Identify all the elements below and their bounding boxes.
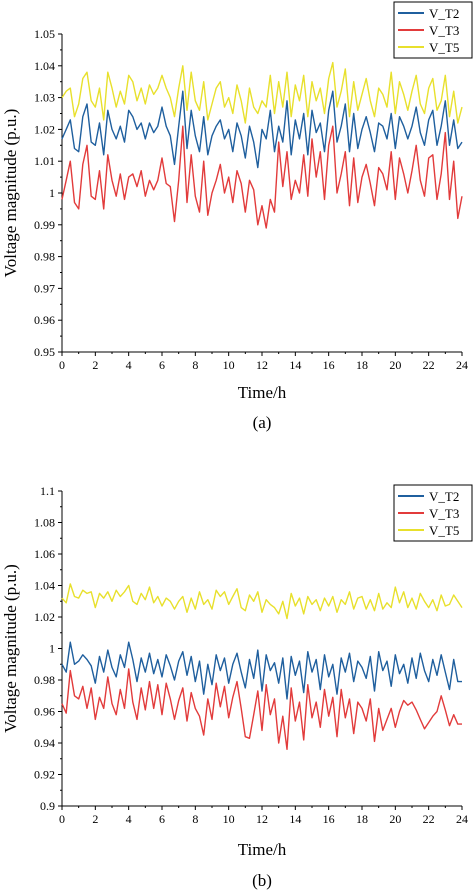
chart-0-x-tick-label: 22 <box>423 358 435 372</box>
chart-0-legend-label: V_T2 <box>429 6 459 21</box>
chart-0-legend-label: V_T5 <box>429 40 459 55</box>
chart-1-y-tick-label: 0.96 <box>34 705 55 719</box>
chart-1-x-tick-label: 2 <box>92 812 98 826</box>
chart-0-x-tick-label: 18 <box>356 358 368 372</box>
chart-0-x-tick-label: 10 <box>223 358 235 372</box>
chart-1-y-tick-label: 0.98 <box>34 673 55 687</box>
chart-0-x-tick-label: 8 <box>192 358 198 372</box>
chart-0-y-tick-label: 0.95 <box>34 345 55 359</box>
chart-1-x-tick-label: 12 <box>256 812 268 826</box>
chart-1-y-axis-label: Voltage magnitude (p.u.) <box>1 564 20 733</box>
chart-0-y-tick-label: 0.99 <box>34 218 55 232</box>
chart-0-y-tick-label: 1 <box>49 186 55 200</box>
chart-1-x-tick-label: 22 <box>423 812 435 826</box>
chart-1-x-tick-label: 8 <box>192 812 198 826</box>
chart-0-y-tick-label: 0.98 <box>34 250 55 264</box>
chart-1-x-axis-label: Time/h <box>238 840 287 859</box>
chart-0-x-tick-label: 0 <box>59 358 65 372</box>
chart-1-x-tick-label: 4 <box>126 812 132 826</box>
chart-0-x-tick-label: 4 <box>126 358 132 372</box>
chart-0-series-line-v-t2 <box>61 90 463 169</box>
chart-1-x-tick-label: 14 <box>289 812 301 826</box>
chart-0-x-tick-label: 6 <box>159 358 165 372</box>
chart-1-panel-label: (b) <box>252 871 272 890</box>
chart-1-legend-label: V_T5 <box>429 523 459 538</box>
chart-1-x-tick-label: 16 <box>323 812 335 826</box>
chart-1-y-tick-label: 0.94 <box>34 736 55 750</box>
chart-1-y-tick-label: 0.92 <box>34 768 55 782</box>
chart-1-x-tick-label: 18 <box>356 812 368 826</box>
chart-0-x-tick-label: 20 <box>389 358 401 372</box>
chart-1-y-tick-label: 1.06 <box>34 547 55 561</box>
chart-0-x-tick-label: 16 <box>323 358 335 372</box>
chart-0-x-axis-label: Time/h <box>238 383 287 402</box>
chart-0-y-tick-label: 0.97 <box>34 281 55 295</box>
chart-1-y-tick-label: 0.9 <box>40 799 55 813</box>
chart-0-y-tick-label: 1.04 <box>34 59 55 73</box>
chart-0-y-axis-label: Voltage magnitude (p.u.) <box>1 109 20 278</box>
chart-0-series-line-v-t3 <box>61 125 463 229</box>
chart-0-x-tick-label: 12 <box>256 358 268 372</box>
chart-0-y-tick-label: 1.05 <box>34 27 55 41</box>
chart-1-y-tick-label: 1.1 <box>40 484 55 498</box>
chart-0-y-tick-label: 1.02 <box>34 122 55 136</box>
chart-1-x-tick-label: 24 <box>456 812 468 826</box>
chart-1-series-line-v-t2 <box>61 641 462 700</box>
chart-0-y-tick-label: 1.03 <box>34 91 55 105</box>
chart-0-y-tick-label: 1.01 <box>34 154 55 168</box>
chart-1-legend-label: V_T2 <box>429 489 459 504</box>
chart-panel-b: 0 2 4 6 8 10 12 14 16 18 20 22 240.90.920.940.960.98… <box>1 484 473 890</box>
chart-0-legend-label: V_T3 <box>429 23 459 38</box>
chart-1-x-tick-label: 20 <box>389 812 401 826</box>
chart-1-y-tick-label: 1.04 <box>34 579 55 593</box>
chart-0-series-line-v-t5 <box>61 61 463 124</box>
chart-0-y-tick-label: 0.96 <box>34 313 55 327</box>
chart-1-y-tick-label: 1.02 <box>34 610 55 624</box>
chart-1-x-tick-label: 0 <box>59 812 65 826</box>
chart-1-y-tick-label: 1 <box>49 642 55 656</box>
chart-0-x-tick-label: 14 <box>289 358 301 372</box>
chart-1-series-line-v-t3 <box>61 668 462 750</box>
chart-0-x-tick-label: 2 <box>92 358 98 372</box>
chart-1-x-tick-label: 6 <box>159 812 165 826</box>
chart-panel-a: 0 2 4 6 8 10 12 14 16 18 20 22 240.950.960.970.980.9… <box>1 1 473 432</box>
chart-0-panel-label: (a) <box>253 413 272 432</box>
chart-1-x-tick-label: 10 <box>223 812 235 826</box>
chart-1-y-tick-label: 1.08 <box>34 516 55 530</box>
chart-1-legend-label: V_T3 <box>429 506 459 521</box>
chart-0-x-tick-label: 24 <box>456 358 468 372</box>
chart-1-series-line-v-t5 <box>61 583 463 620</box>
